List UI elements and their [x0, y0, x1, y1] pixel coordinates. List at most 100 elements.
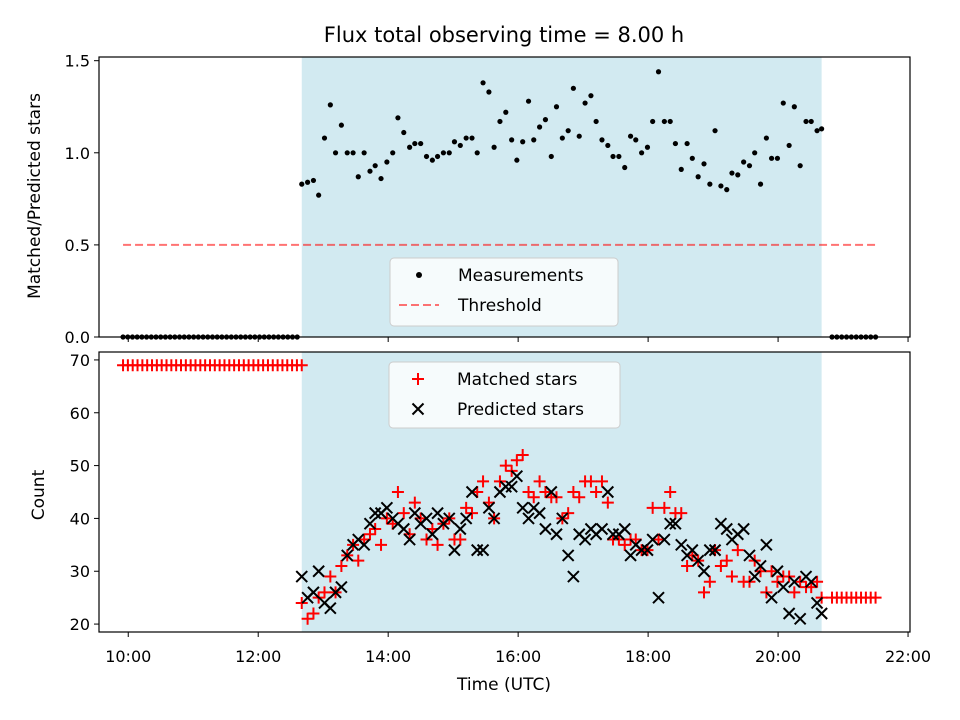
measurement-point	[457, 142, 463, 149]
predicted-star-point	[482, 501, 496, 515]
measurement-point	[418, 140, 424, 147]
matched-star-point	[658, 501, 671, 514]
measurement-point	[724, 187, 730, 193]
matched-star-point	[652, 533, 665, 546]
matched-star-point	[714, 559, 727, 572]
matched-star-point	[324, 570, 337, 583]
measurement-point	[735, 172, 741, 178]
predicted-star-point	[720, 522, 733, 536]
matched-star-point	[466, 507, 479, 520]
measurement-point	[497, 118, 503, 125]
matched-star-point	[477, 475, 490, 488]
matched-star-point	[720, 554, 733, 567]
measurement-point	[593, 118, 599, 125]
measurement-point	[304, 179, 311, 185]
predicted-star-point	[295, 570, 308, 583]
measurement-point	[316, 192, 322, 198]
predicted-star-point	[664, 517, 677, 530]
predicted-star-point	[368, 506, 382, 520]
measurement-point	[582, 100, 588, 106]
matched-star-point	[301, 612, 314, 625]
matched-star-point	[584, 475, 597, 488]
measurement-point	[332, 150, 339, 156]
matched-star-point	[562, 507, 575, 520]
predicted-star-point	[312, 565, 325, 578]
measurement-point	[553, 104, 560, 110]
predicted-star-point	[635, 543, 648, 557]
legend-box	[389, 257, 619, 327]
count-y-axis-label: Count	[29, 469, 49, 520]
predicted-star-point	[675, 538, 688, 552]
matched-star-point	[352, 554, 365, 567]
measurement-point	[757, 181, 764, 187]
measurement-point	[712, 128, 718, 134]
measurement-point	[451, 139, 458, 145]
measurement-point	[791, 104, 797, 110]
predicted-star-point	[341, 549, 354, 562]
predicted-star-point	[788, 575, 801, 589]
predicted-star-point	[448, 543, 461, 557]
measurement-point	[819, 126, 825, 132]
measurement-point	[474, 150, 480, 156]
y-tick-label: 50	[70, 457, 90, 476]
measurement-point	[655, 69, 662, 75]
measurement-point	[407, 144, 413, 150]
measurement-point	[763, 135, 769, 141]
count-panel: 20 30 40 50 60 70 10:00 12:00 14:00 16:00 18:00 20:…	[70, 351, 931, 666]
matched-star-point	[869, 591, 882, 604]
matched-star-point	[646, 501, 659, 514]
measurement-point	[321, 135, 328, 141]
measurement-point	[808, 118, 814, 125]
matched-star-point	[391, 486, 404, 498]
matched-star-point	[408, 496, 421, 509]
matched-star-point	[794, 575, 807, 588]
matched-star-point	[573, 491, 586, 504]
predicted-star-point	[307, 586, 320, 599]
predicted-star-point	[606, 528, 620, 541]
predicted-star-point	[743, 549, 756, 562]
y-tick-label: 40	[70, 509, 90, 528]
measurement-point	[412, 140, 418, 147]
predicted-star-point	[815, 607, 828, 620]
legend-label: Measurements	[458, 266, 584, 286]
measurement-point	[650, 118, 656, 125]
measurement-point	[644, 144, 651, 150]
x-tick-label: 20:00	[755, 647, 801, 666]
measurement-point	[395, 115, 401, 121]
predicted-star-point	[765, 591, 778, 604]
measurement-point	[588, 93, 594, 99]
legend-measurement-marker	[416, 272, 422, 278]
matched-star-point	[788, 586, 801, 599]
predicted-star-point	[459, 512, 473, 525]
predicted-star-point	[782, 607, 796, 620]
measurement-point	[729, 170, 735, 176]
y-tick-label: 30	[70, 562, 90, 581]
measurement-point	[525, 98, 532, 104]
matched-star-point	[731, 544, 744, 557]
predicted-star-point	[476, 543, 490, 557]
measurement-point	[718, 183, 724, 189]
measurement-point	[491, 144, 497, 150]
predicted-star-point	[618, 522, 631, 536]
legend-label: Matched stars	[457, 370, 577, 390]
predicted-star-point	[691, 554, 705, 567]
predicted-star-point	[505, 480, 518, 493]
measurement-point	[780, 100, 786, 106]
matched-star-point	[703, 575, 716, 588]
predicted-star-point	[810, 596, 824, 610]
legend-predicted-marker	[411, 402, 425, 416]
measurement-point	[667, 118, 673, 125]
x-axis-label: Time (UTC)	[456, 675, 551, 695]
predicted-star-point	[465, 485, 479, 499]
measurement-point	[565, 128, 571, 134]
measurement-point	[559, 135, 565, 141]
measurement-point	[509, 137, 515, 143]
matched-star-point	[499, 459, 512, 472]
measurement-point	[536, 124, 543, 130]
measurement-point	[378, 175, 384, 182]
measurement-point	[446, 150, 452, 156]
predicted-star-point	[487, 512, 501, 525]
measurement-point	[695, 174, 701, 180]
measurement-point	[814, 128, 820, 134]
matched-star-point	[522, 486, 535, 498]
